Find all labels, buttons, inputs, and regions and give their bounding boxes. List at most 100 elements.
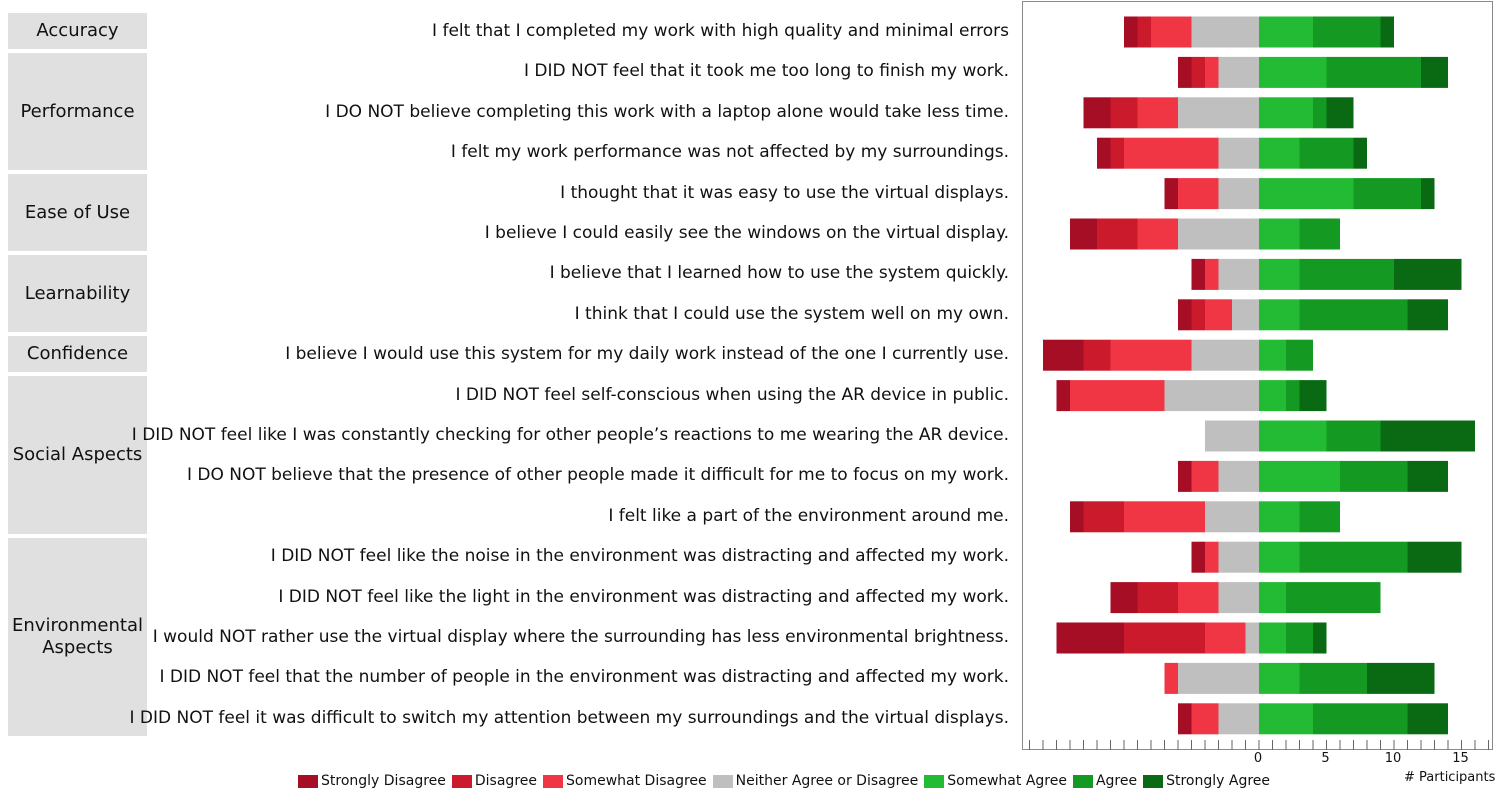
bar-segment [1286,622,1313,654]
bar-segment [1326,56,1421,88]
question-label: I DID NOT feel that it took me too long … [523,61,1009,82]
bar-segment [1407,460,1448,492]
plot-area [1022,1,1493,750]
bar-segment [1353,137,1367,169]
bar-segment [1070,218,1097,250]
bar-segment [1259,703,1313,735]
bar-segment [1299,380,1327,412]
legend: Strongly Disagree Disagree Somewhat Disagr… [298,773,1276,789]
question-label: I DID NOT feel like the light in the env… [278,586,1009,607]
bar-segment [1191,299,1205,331]
legend-item: Neither Agree or Disagree [712,773,919,789]
bar-segment [1286,339,1313,371]
group-label: Accuracy [8,12,147,50]
bar-segment [1286,582,1381,614]
bar-segment [1097,218,1138,250]
legend-swatch [1072,774,1093,788]
bar-segment [1164,178,1178,210]
question-label: I DID NOT feel like I was constantly che… [131,425,1009,445]
group-label: Performance [8,53,147,171]
bar-segment [1124,16,1138,48]
legend-swatch [924,774,945,788]
bar-segment [1137,218,1178,250]
bar-segment [1178,460,1192,492]
bar-segment [1191,460,1219,492]
question-label: I DO NOT believe that the presence of ot… [186,465,1009,486]
question-label: I felt my work performance was not affec… [450,142,1009,163]
bar-segment [1056,380,1070,412]
bar-segment [1178,97,1259,129]
bar-segment [1407,299,1448,331]
legend-label: Somewhat Agree [947,773,1067,789]
legend-item: Strongly Agree [1143,773,1270,789]
legend-label: Neither Agree or Disagree [735,773,919,789]
bar-segment [1218,541,1259,573]
bar-segment [1299,258,1394,290]
legend-swatch [543,774,563,788]
bar-segment [1191,16,1259,48]
legend-item: Somewhat Disagree [543,773,707,789]
question-label: I thought that it was easy to use the vi… [560,182,1009,203]
question-label: I DO NOT believe completing this work wi… [325,101,1009,122]
bar-segment [1259,662,1300,694]
bar-segment [1124,622,1205,654]
legend-label: Strongly Disagree [321,773,446,789]
group-label: Social Aspects [8,376,147,534]
bar-segment [1137,16,1151,48]
question-label: I felt like a part of the environment ar… [608,505,1009,526]
bar-segment [1205,541,1219,573]
bar-segment [1326,97,1354,129]
bar-segment [1259,501,1300,533]
bar-segment [1421,56,1448,88]
bar-segment [1083,97,1111,129]
bar-segment [1259,460,1340,492]
bar-segment [1205,501,1259,533]
bar-segment [1178,56,1192,88]
bar-segment [1178,662,1259,694]
bar-segment [1259,178,1354,210]
bar-segment [1218,178,1259,210]
bar-segment [1164,662,1178,694]
bar-segment [1380,420,1475,452]
bar-segment [1097,137,1111,169]
x-tick-label: 15 [1452,751,1469,766]
bar-segment [1056,622,1124,654]
bar-segment [1178,218,1259,250]
x-tick-label: 5 [1321,751,1330,766]
bar-segment [1299,501,1340,533]
bar-segment [1205,420,1259,452]
bar-segment [1367,662,1435,694]
diverging-bar-chart [1029,16,1489,750]
bar-segment [1259,541,1300,573]
question-label: I DID NOT feel self-conscious when using… [455,384,1009,405]
bar-segment [1110,339,1192,371]
bar-segment [1407,703,1448,735]
bar-segment [1380,16,1394,48]
bar-segment [1205,56,1219,88]
bar-segment [1245,622,1259,654]
bar-segment [1259,137,1300,169]
x-tick-label: 10 [1384,751,1402,766]
bar-segment [1218,703,1259,735]
bar-segment [1299,662,1367,694]
bar-segment [1191,56,1205,88]
group-label: Learnability [8,255,147,332]
legend-item: Agree [1072,773,1137,789]
legend-swatch [298,774,318,788]
bar-segment [1313,16,1381,48]
bar-segment [1299,218,1340,250]
bar-segment [1070,380,1165,412]
bar-segment [1313,622,1327,654]
legend-label: Disagree [474,773,537,789]
x-tick-label: 0 [1253,751,1263,766]
question-label: I DID NOT feel that the number of people… [159,667,1009,688]
bar-segment [1259,622,1286,654]
legend-label: Strongly Agree [1166,773,1271,789]
question-label: I believe I would use this system for my… [285,344,1009,365]
question-label: I felt that I completed my work with hig… [432,21,1009,41]
bar-segment [1259,299,1300,331]
bar-segment [1137,582,1178,614]
bar-segment [1070,501,1084,533]
question-label: I think that I could use the system well… [574,303,1009,324]
bar-segment [1205,258,1219,290]
